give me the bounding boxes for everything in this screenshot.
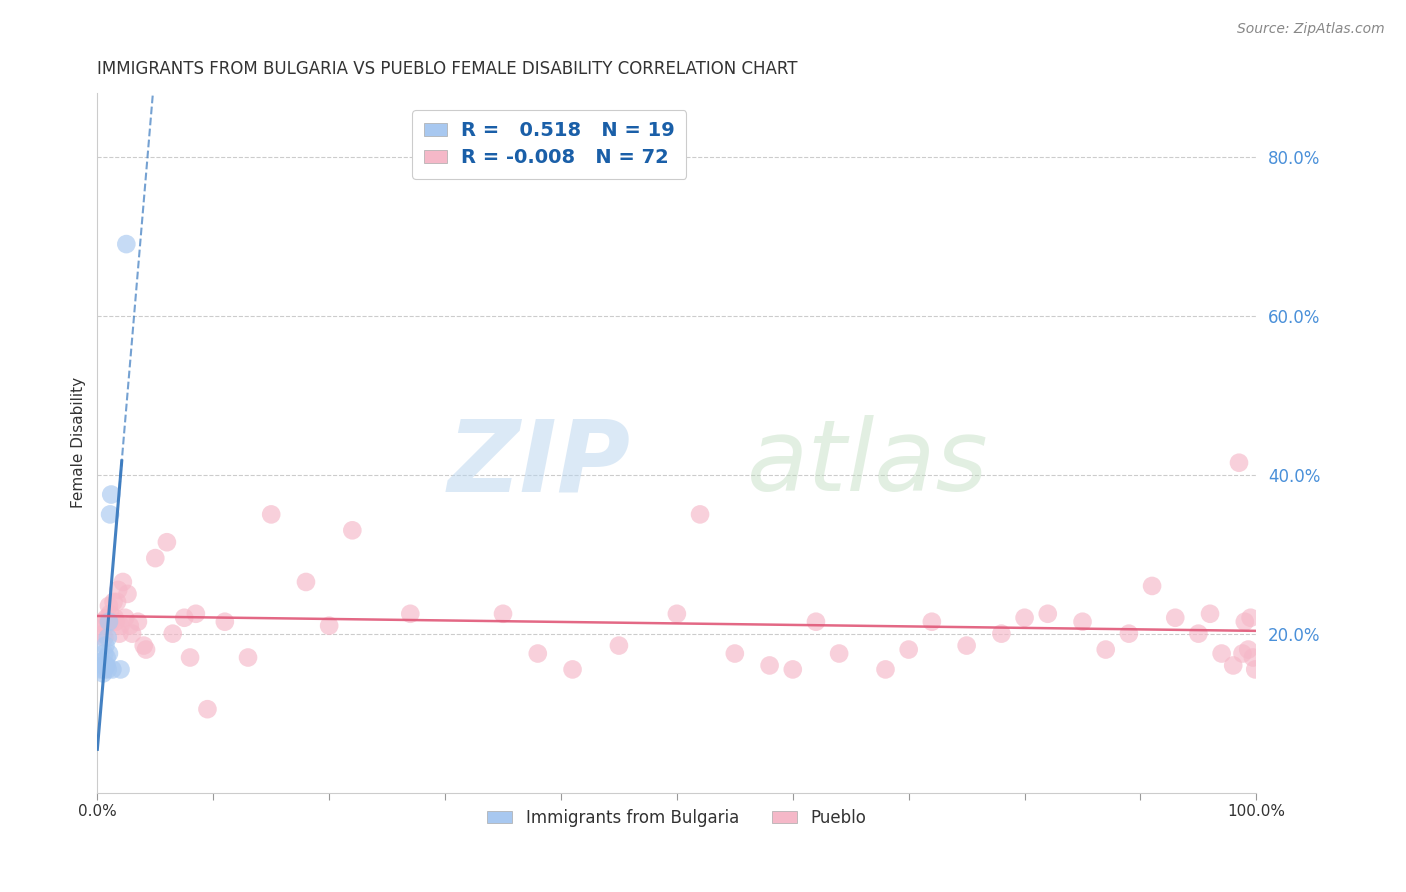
Point [1118,626,1140,640]
Point [105,595,128,609]
Point [111,574,134,589]
Point [526,647,548,661]
Point [93,631,115,645]
Point [1227,456,1250,470]
Point [897,642,920,657]
Y-axis label: Female Disability: Female Disability [72,377,86,508]
Point [94,618,117,632]
Point [97,615,120,629]
Point [184,607,207,621]
Point [91,658,114,673]
Text: IMMIGRANTS FROM BULGARIA VS PUEBLO FEMALE DISABILITY CORRELATION CHART: IMMIGRANTS FROM BULGARIA VS PUEBLO FEMAL… [97,60,797,78]
Point [91,615,114,629]
Point [236,650,259,665]
Point [91,655,114,669]
Text: atlas: atlas [747,416,988,512]
Point [1211,647,1233,661]
Point [127,615,149,629]
Point [93,647,115,661]
Point [990,626,1012,640]
Point [101,662,124,676]
Point [94,658,117,673]
Point [689,508,711,522]
Point [118,618,141,632]
Point [97,662,120,676]
Point [110,662,132,676]
Point [214,615,236,629]
Point [94,639,117,653]
Point [1233,615,1256,629]
Point [342,524,364,538]
Point [98,607,121,621]
Point [828,647,851,661]
Point [108,626,131,640]
Point [107,582,129,597]
Point [162,626,184,640]
Point [96,650,118,665]
Point [1036,607,1059,621]
Point [1071,615,1094,629]
Point [1164,611,1187,625]
Point [173,611,195,625]
Point [1199,607,1222,621]
Point [399,607,422,621]
Point [782,662,804,676]
Point [156,535,179,549]
Point [1094,642,1116,657]
Point [1232,647,1254,661]
Point [121,626,143,640]
Point [93,662,115,676]
Point [1241,650,1264,665]
Point [97,631,120,645]
Point [875,662,897,676]
Point [1187,626,1209,640]
Text: Source: ZipAtlas.com: Source: ZipAtlas.com [1237,22,1385,37]
Point [143,551,166,566]
Point [96,611,118,625]
Point [97,599,120,613]
Point [665,607,688,621]
Point [91,626,114,640]
Point [98,508,121,522]
Point [956,639,979,653]
Point [1014,611,1036,625]
Point [561,662,583,676]
Point [492,607,515,621]
Point [91,666,114,681]
Point [1239,611,1261,625]
Point [110,618,132,632]
Point [90,662,112,676]
Point [114,611,136,625]
Point [97,615,120,629]
Point [724,647,747,661]
Point [135,642,157,657]
Point [758,658,780,673]
Point [104,615,127,629]
Point [179,650,201,665]
Point [97,647,120,661]
Point [103,595,125,609]
Point [96,658,118,673]
Point [607,639,630,653]
Point [100,615,122,629]
Point [318,618,340,632]
Point [1237,642,1260,657]
Point [295,574,318,589]
Point [1222,658,1244,673]
Point [115,237,138,252]
Point [197,702,219,716]
Point [1140,579,1163,593]
Point [132,639,155,653]
Text: ZIP: ZIP [447,416,630,512]
Point [260,508,283,522]
Point [117,587,139,601]
Legend: Immigrants from Bulgaria, Pueblo: Immigrants from Bulgaria, Pueblo [481,802,873,833]
Point [104,611,127,625]
Point [804,615,827,629]
Point [1244,662,1267,676]
Point [921,615,943,629]
Point [100,487,122,501]
